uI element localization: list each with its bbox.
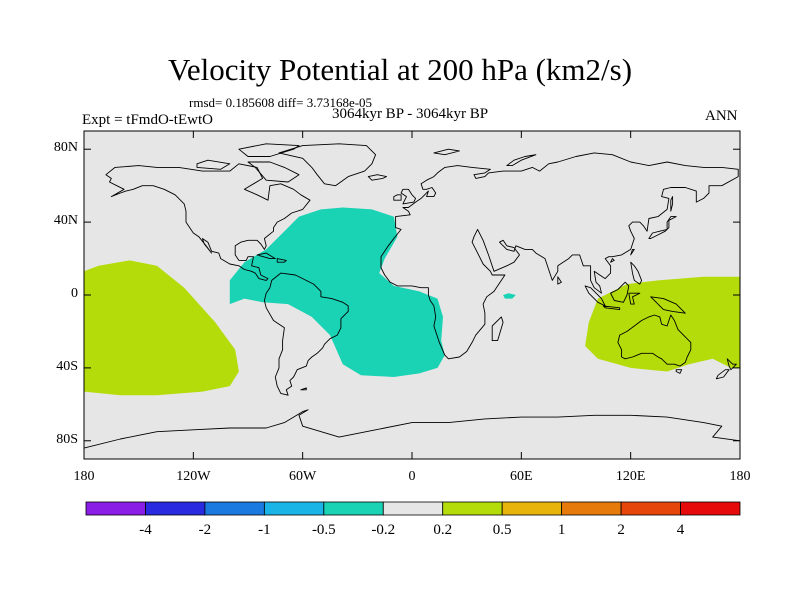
x-tick-label: 180 bbox=[73, 469, 95, 484]
experiment-label: Expt = tFmdO-tEwtO bbox=[82, 112, 213, 128]
coastline-new-guinea bbox=[650, 296, 686, 314]
colorbar-swatch bbox=[501, 501, 563, 516]
colorbar-swatch bbox=[680, 501, 741, 516]
y-tick-label: 40S bbox=[56, 358, 78, 374]
coastline-south-america bbox=[263, 272, 349, 396]
pacific-positive-anomaly bbox=[84, 260, 239, 396]
colorbar-swatch bbox=[204, 501, 265, 516]
coastline-novaya-zemlya bbox=[506, 154, 537, 167]
x-tick-label: 60E bbox=[510, 469, 533, 484]
y-tick-label: 40N bbox=[53, 213, 78, 229]
colorbar-label: 0.2 bbox=[433, 522, 453, 538]
coastline-hainan bbox=[610, 258, 615, 263]
colorbar bbox=[85, 501, 741, 516]
coastline-borneo bbox=[610, 281, 630, 303]
y-tick-label: 80S bbox=[56, 431, 78, 447]
coastline-antarctica bbox=[83, 409, 741, 449]
colorbar-label: -0.2 bbox=[371, 522, 396, 538]
x-tick-label: 60W bbox=[289, 469, 317, 484]
coastline-java bbox=[602, 305, 621, 311]
coastline-tasmania bbox=[675, 369, 683, 374]
anomaly-regions bbox=[84, 207, 740, 396]
x-tick-label: 120E bbox=[615, 469, 646, 484]
colorbar-swatch bbox=[263, 501, 325, 516]
colorbar-swatch bbox=[85, 501, 146, 516]
coastline-greenland bbox=[278, 143, 377, 187]
colorbar-swatch bbox=[382, 501, 444, 516]
coastline-sri-lanka bbox=[557, 276, 562, 285]
coastline-australia bbox=[617, 314, 692, 367]
colorbar-label: 4 bbox=[676, 522, 685, 538]
colorbar-label: -0.5 bbox=[311, 522, 336, 538]
atlantic-negative-anomaly bbox=[229, 207, 445, 377]
coastline-baffin-island bbox=[247, 161, 300, 183]
colorbar-label: -4 bbox=[139, 522, 152, 538]
colorbar-label: -2 bbox=[198, 522, 212, 538]
axis-ticks bbox=[83, 131, 741, 459]
coastline-ireland bbox=[393, 194, 402, 201]
x-tick-label: 180 bbox=[729, 469, 751, 484]
coastline-cuba bbox=[256, 252, 276, 260]
coastline-svalbard bbox=[433, 148, 460, 156]
coastline-madagascar bbox=[491, 316, 504, 342]
coastline-sulawesi bbox=[628, 292, 641, 305]
coastline-new-zealand-south bbox=[715, 369, 730, 380]
colorbar-swatch bbox=[561, 501, 622, 516]
colorbar-label: 2 bbox=[617, 522, 625, 538]
coastline-great-britain bbox=[400, 188, 417, 205]
stats-line: rmsd= 0.185608 diff= 3.73168e-05 bbox=[189, 95, 373, 110]
colorbar-swatch bbox=[323, 501, 384, 516]
colorbar-label: -1 bbox=[258, 522, 271, 538]
coastline-sakhalin bbox=[670, 196, 674, 212]
season-label: ANN bbox=[705, 108, 738, 124]
x-tick-label: 120W bbox=[176, 469, 211, 484]
coastline-falkland-islands bbox=[300, 387, 307, 391]
y-tick-label: 80N bbox=[53, 140, 78, 156]
coastline-ellesmere-island bbox=[238, 143, 300, 157]
colorbar-label: 0.5 bbox=[492, 522, 512, 538]
coastline-iceland bbox=[367, 174, 387, 181]
coastline-north-america bbox=[105, 163, 311, 281]
plot-title: Velocity Potential at 200 hPa (km2/s) bbox=[167, 52, 633, 87]
coastlines bbox=[83, 143, 741, 449]
colorbar-swatch bbox=[145, 501, 206, 516]
colorbar-swatch bbox=[620, 501, 681, 516]
coastline-taiwan bbox=[630, 248, 635, 256]
colorbar-label: 1 bbox=[557, 522, 566, 538]
colorbar-swatch bbox=[442, 501, 503, 516]
period-subtitle: 3064kyr BP - 3064kyr BP bbox=[331, 106, 489, 122]
coastline-victoria-island bbox=[196, 159, 231, 170]
coastline-new-zealand-north bbox=[726, 358, 737, 371]
coastline-japan bbox=[648, 216, 677, 239]
y-tick-label: 0 bbox=[71, 286, 78, 301]
east-africa-negative-anomaly bbox=[503, 293, 516, 299]
coastline-eurasia-africa bbox=[380, 152, 739, 360]
coastline-philippines bbox=[630, 261, 643, 285]
x-tick-label: 0 bbox=[408, 469, 416, 484]
coastline-hispaniola bbox=[276, 258, 287, 263]
